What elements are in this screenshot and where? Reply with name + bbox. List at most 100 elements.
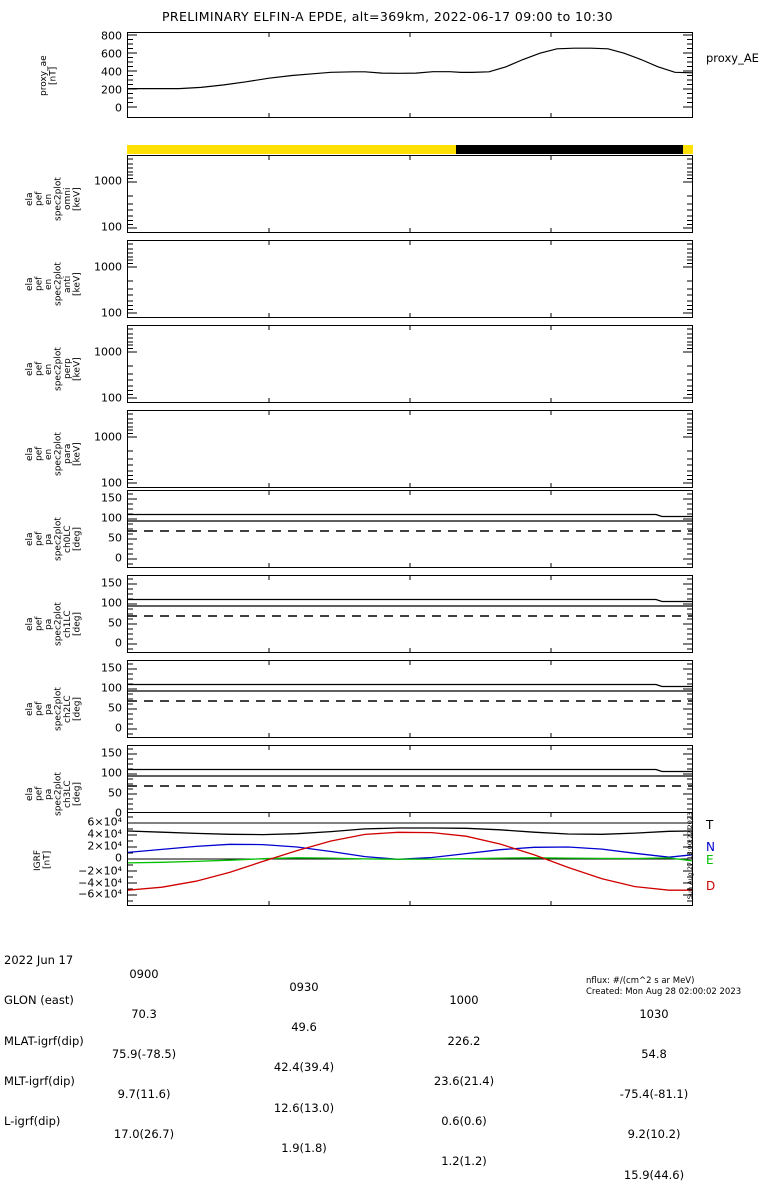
- cell-glon-2: 226.2: [447, 1033, 481, 1048]
- ytick-para-1000: 1000: [94, 430, 122, 444]
- coverage-yellow-2: [682, 145, 693, 154]
- row-label-date: 2022 Jun 17: [4, 953, 74, 968]
- ytick-omni-100: 100: [101, 220, 122, 234]
- cell-mlat-1: 42.4(39.4): [273, 1060, 335, 1075]
- ytick-ch3lc-0: 0: [115, 806, 122, 820]
- plot-panel-pa-ch0lc[interactable]: [127, 490, 693, 568]
- ytick-proxy-400: 400: [101, 65, 122, 79]
- cell-lshell-0: 17.0(26.7): [113, 1127, 175, 1142]
- cell-time-1000: 1000: [449, 993, 479, 1008]
- en-omni-spectrogram: [128, 156, 692, 232]
- ytick-igrf-2e4: 2×10⁴: [87, 839, 122, 853]
- cell-lshell-2: 1.2(1.2): [441, 1154, 487, 1169]
- table-row: L-igrf(dip) 17.0(26.7) 1.9(1.8) 1.2(1.2)…: [4, 1102, 684, 1181]
- table-row: MLAT-igrf(dip) 75.9(-78.5) 42.4(39.4) 23…: [4, 1021, 688, 1101]
- footnote-text: nflux: #/(cm^2 s ar MeV) Created: Mon Au…: [586, 976, 742, 997]
- data-coverage-bar: [127, 145, 693, 154]
- ytick-ch0lc-50: 50: [108, 531, 122, 545]
- ytick-proxy-800: 800: [101, 29, 122, 43]
- cell-mlat-2: 23.6(21.4): [433, 1073, 495, 1088]
- coverage-yellow-1: [127, 145, 457, 154]
- en-anti-spectrogram: [128, 241, 692, 317]
- ytick-ch3lc-150: 150: [101, 746, 122, 760]
- plot-panel-pa-ch1lc[interactable]: [127, 575, 693, 653]
- ytick-igrf-m6e4: −6×10⁴: [78, 887, 122, 901]
- ytick-ch3lc-50: 50: [108, 786, 122, 800]
- pa-ch1lc-lines: [128, 576, 692, 652]
- igrf-traces: [128, 813, 692, 905]
- plot-panel-en-anti[interactable]: [127, 240, 693, 318]
- page-title: PRELIMINARY ELFIN-A EPDE, alt=369km, 202…: [161, 9, 614, 24]
- en-perp-spectrogram: [128, 326, 692, 402]
- row-label-mlat: MLAT-igrf(dip): [4, 1033, 84, 1048]
- cell-time-0930: 0930: [289, 980, 319, 995]
- created-timestamp-vertical: Sun Aug 27 18:00:22 2023: [686, 812, 694, 900]
- ytick-anti-1000: 1000: [94, 260, 122, 274]
- ytick-para-100: 100: [101, 476, 122, 490]
- pa-ch2lc-lines: [128, 661, 692, 737]
- cell-lshell-3: 15.9(44.6): [623, 1167, 685, 1182]
- igrf-legend-N: N: [706, 840, 715, 854]
- ytick-ch1lc-50: 50: [108, 616, 122, 630]
- ytick-ch0lc-100: 100: [101, 511, 122, 525]
- plot-panel-en-perp[interactable]: [127, 325, 693, 403]
- ytick-proxy-0: 0: [115, 101, 122, 115]
- ytick-igrf-m2e4: −2×10⁴: [78, 864, 122, 878]
- cell-mlt-2: 0.6(0.6): [441, 1114, 487, 1129]
- cell-mlat-3: -75.4(-81.1): [619, 1087, 689, 1102]
- cell-mlt-1: 12.6(13.0): [273, 1100, 335, 1115]
- ytick-ch2lc-50: 50: [108, 701, 122, 715]
- cell-mlat-0: 75.9(-78.5): [111, 1047, 177, 1062]
- ytick-ch2lc-0: 0: [115, 721, 122, 735]
- plot-panel-pa-ch3lc[interactable]: [127, 745, 693, 823]
- row-label-mlt: MLT-igrf(dip): [4, 1073, 75, 1088]
- panel-label-proxy-ae: proxy_ae [nT]: [39, 55, 59, 97]
- ytick-ch2lc-150: 150: [101, 661, 122, 675]
- ytick-igrf-0: 0: [115, 851, 122, 865]
- ytick-ch2lc-100: 100: [101, 681, 122, 695]
- row-label-lshell: L-igrf(dip): [4, 1114, 61, 1129]
- ytick-igrf-6e4: 6×10⁴: [87, 815, 122, 829]
- en-para-spectrogram: [128, 411, 692, 487]
- plot-panel-proxy-ae[interactable]: [127, 32, 693, 118]
- igrf-legend-T: T: [706, 818, 714, 832]
- ytick-ch0lc-150: 150: [101, 491, 122, 505]
- plot-panel-en-omni[interactable]: [127, 155, 693, 233]
- ytick-anti-100: 100: [101, 306, 122, 320]
- ytick-perp-100: 100: [101, 391, 122, 405]
- igrf-legend-E: E: [706, 853, 714, 867]
- ytick-omni-1000: 1000: [94, 174, 122, 188]
- table-row: MLT-igrf(dip) 9.7(11.6) 12.6(13.0) 0.6(0…: [4, 1061, 680, 1141]
- cell-glon-0: 70.3: [131, 1006, 157, 1021]
- ytick-ch1lc-0: 0: [115, 636, 122, 650]
- cell-glon-1: 49.6: [291, 1020, 317, 1035]
- ytick-perp-1000: 1000: [94, 345, 122, 359]
- ytick-ch0lc-0: 0: [115, 551, 122, 565]
- proxy-ae-right-label: proxy_AE: [706, 51, 759, 65]
- bottom-annotation-table: 2022 Jun 17 0900 0930 1000 1030 GLON (ea…: [4, 914, 688, 1181]
- cell-time-0900: 0900: [129, 966, 159, 981]
- proxy-ae-trace: [128, 33, 692, 117]
- cell-mlt-3: 9.2(10.2): [627, 1127, 681, 1142]
- ytick-proxy-200: 200: [101, 83, 122, 97]
- cell-time-1030: 1030: [639, 1006, 669, 1021]
- igrf-legend-D: D: [706, 879, 716, 893]
- table-row: 2022 Jun 17 0900 0930 1000 1030: [4, 941, 669, 1020]
- cell-mlt-0: 9.7(11.6): [117, 1087, 171, 1102]
- coverage-black: [456, 145, 683, 154]
- cell-glon-3: 54.8: [641, 1047, 667, 1062]
- plot-panel-igrf[interactable]: [127, 812, 693, 906]
- table-row: GLON (east) 70.3 49.6 226.2 54.8: [4, 981, 667, 1061]
- panel-label-igrf: IGRF [nT]: [33, 849, 53, 871]
- pa-ch3lc-lines: [128, 746, 692, 822]
- row-label-glon: GLON (east): [4, 993, 74, 1008]
- plot-panel-en-para[interactable]: [127, 410, 693, 488]
- ytick-ch1lc-150: 150: [101, 576, 122, 590]
- ytick-igrf-m4e4: −4×10⁴: [78, 876, 122, 890]
- ytick-igrf-4e4: 4×10⁴: [87, 827, 122, 841]
- ytick-ch3lc-100: 100: [101, 766, 122, 780]
- plot-panel-pa-ch2lc[interactable]: [127, 660, 693, 738]
- ytick-proxy-600: 600: [101, 47, 122, 61]
- ytick-ch1lc-100: 100: [101, 596, 122, 610]
- cell-lshell-1: 1.9(1.8): [281, 1140, 327, 1155]
